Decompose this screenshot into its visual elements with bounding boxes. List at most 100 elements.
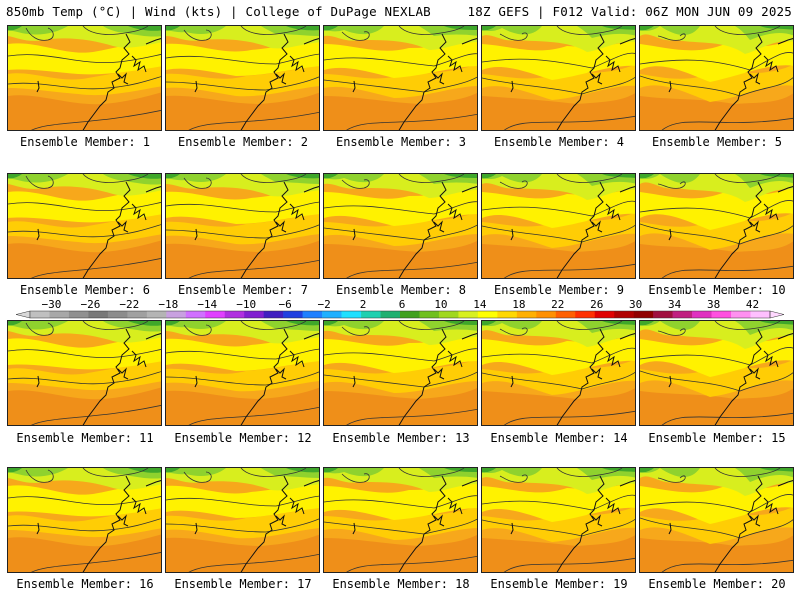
ensemble-map-panel xyxy=(7,173,162,279)
ensemble-member-label: Ensemble Member: 7 xyxy=(177,283,309,297)
colorbar-segment xyxy=(68,311,89,318)
colorbar-tick-label: 6 xyxy=(399,298,406,311)
colorbar-segment xyxy=(30,311,50,318)
colorbar-segment xyxy=(536,311,557,318)
ensemble-member-label: Ensemble Member: 18 xyxy=(332,577,470,591)
ensemble-map-panel xyxy=(639,25,794,131)
colorbar-segment xyxy=(88,311,109,318)
colorbar-segment xyxy=(692,311,712,318)
ensemble-map-panel xyxy=(481,173,636,279)
ensemble-map-panel xyxy=(323,320,478,426)
colorbar-tick-label: 42 xyxy=(746,298,759,311)
ensemble-member-label: Ensemble Member: 15 xyxy=(648,431,786,445)
colorbar-segment xyxy=(711,311,732,318)
colorbar-segment xyxy=(166,311,187,318)
colorbar-segment xyxy=(731,311,751,318)
ensemble-map-panel xyxy=(481,467,636,573)
ensemble-map-panel xyxy=(165,320,320,426)
colorbar-segment xyxy=(477,311,498,318)
ensemble-member-label: Ensemble Member: 8 xyxy=(335,283,467,297)
colorbar-tick-label: −6 xyxy=(279,298,292,311)
ensemble-member-label: Ensemble Member: 14 xyxy=(490,431,628,445)
colorbar-tick-label: 26 xyxy=(590,298,603,311)
colorbar-min-arrow xyxy=(15,310,31,319)
colorbar-tick-label: 14 xyxy=(473,298,487,311)
colorbar-tick-label: −30 xyxy=(42,298,62,311)
ensemble-member-label: Ensemble Member: 17 xyxy=(174,577,312,591)
colorbar-segment xyxy=(322,311,342,318)
colorbar-tick-label: −14 xyxy=(197,298,217,311)
colorbar-segment xyxy=(400,311,420,318)
ensemble-member-label: Ensemble Member: 5 xyxy=(651,135,783,149)
ensemble-map-panel xyxy=(481,25,636,131)
colorbar-segment xyxy=(49,311,70,318)
ensemble-map-panel xyxy=(639,467,794,573)
colorbar-segment xyxy=(633,311,654,318)
colorbar-segment xyxy=(575,311,596,318)
colorbar-tick-label: −18 xyxy=(158,298,178,311)
colorbar-segment xyxy=(205,311,226,318)
colorbar-tick-label: 10 xyxy=(434,298,447,311)
colorbar-segment xyxy=(672,311,693,318)
ensemble-map-panel xyxy=(165,467,320,573)
colorbar-segment xyxy=(555,311,576,318)
ensemble-map-panel xyxy=(323,467,478,573)
temperature-colorbar: −30 −26 −22 −18 −14 −10 −6 −2 2 6 10 14 18 22 26 30 34 38… xyxy=(15,298,785,319)
colorbar-segment xyxy=(438,311,459,318)
ensemble-member-label: Ensemble Member: 10 xyxy=(648,283,786,297)
colorbar-segment xyxy=(594,311,615,318)
ensemble-map-panel xyxy=(165,173,320,279)
colorbar-segment xyxy=(516,311,537,318)
colorbar-outline xyxy=(29,310,771,319)
ensemble-member-label: Ensemble Member: 11 xyxy=(16,431,154,445)
ensemble-member-label: Ensemble Member: 19 xyxy=(490,577,628,591)
ensemble-member-label: Ensemble Member: 13 xyxy=(332,431,470,445)
colorbar-segment xyxy=(244,311,264,318)
ensemble-member-label: Ensemble Member: 3 xyxy=(335,135,467,149)
colorbar-segment xyxy=(146,311,167,318)
ensemble-map-panel xyxy=(165,25,320,131)
colorbar-segment xyxy=(614,311,634,318)
colorbar-segment xyxy=(224,311,245,318)
colorbar-segment xyxy=(107,311,128,318)
colorbar-max-arrow xyxy=(769,310,785,319)
colorbar-segment xyxy=(458,311,479,318)
ensemble-member-label: Ensemble Member: 1 xyxy=(19,135,151,149)
chart-title: 850mb Temp (°C) | Wind (kts) | College o… xyxy=(6,4,431,19)
ensemble-member-label: Ensemble Member: 12 xyxy=(174,431,312,445)
ensemble-member-label: Ensemble Member: 4 xyxy=(493,135,625,149)
colorbar-segment xyxy=(263,311,284,318)
run-valid-time: 18Z GEFS | F012 Valid: 06Z MON JUN 09 20… xyxy=(467,4,792,19)
ensemble-map-panel xyxy=(7,25,162,131)
colorbar-segment xyxy=(283,311,303,318)
colorbar-tick-label: −10 xyxy=(236,298,256,311)
colorbar-tick-label: 38 xyxy=(707,298,720,311)
colorbar-segment xyxy=(185,311,206,318)
colorbar-segment xyxy=(653,311,673,318)
ensemble-map-panel xyxy=(639,320,794,426)
ensemble-map-panel xyxy=(639,173,794,279)
colorbar-tick-label: 2 xyxy=(360,298,367,311)
colorbar-tick-label: 30 xyxy=(629,298,642,311)
colorbar-segment xyxy=(341,311,362,318)
colorbar-segment xyxy=(127,311,148,318)
ensemble-member-label: Ensemble Member: 2 xyxy=(177,135,309,149)
colorbar-tick-label: 18 xyxy=(512,298,525,311)
colorbar-segment xyxy=(302,311,323,318)
colorbar-segment xyxy=(750,311,771,318)
ensemble-map-panel xyxy=(323,25,478,131)
ensemble-member-label: Ensemble Member: 16 xyxy=(16,577,154,591)
colorbar-segment xyxy=(361,311,381,318)
ensemble-map-panel xyxy=(481,320,636,426)
colorbar-segment xyxy=(419,311,440,318)
colorbar-tick-label: 34 xyxy=(668,298,682,311)
colorbar-tick-label: −26 xyxy=(80,298,100,311)
ensemble-member-label: Ensemble Member: 20 xyxy=(648,577,786,591)
colorbar-segment xyxy=(497,311,518,318)
ensemble-map-panel xyxy=(7,467,162,573)
colorbar-tick-label: −2 xyxy=(317,298,330,311)
ensemble-map-panel xyxy=(7,320,162,426)
colorbar-tick-label: 22 xyxy=(551,298,564,311)
ensemble-map-panel xyxy=(323,173,478,279)
colorbar-tick-label: −22 xyxy=(119,298,139,311)
